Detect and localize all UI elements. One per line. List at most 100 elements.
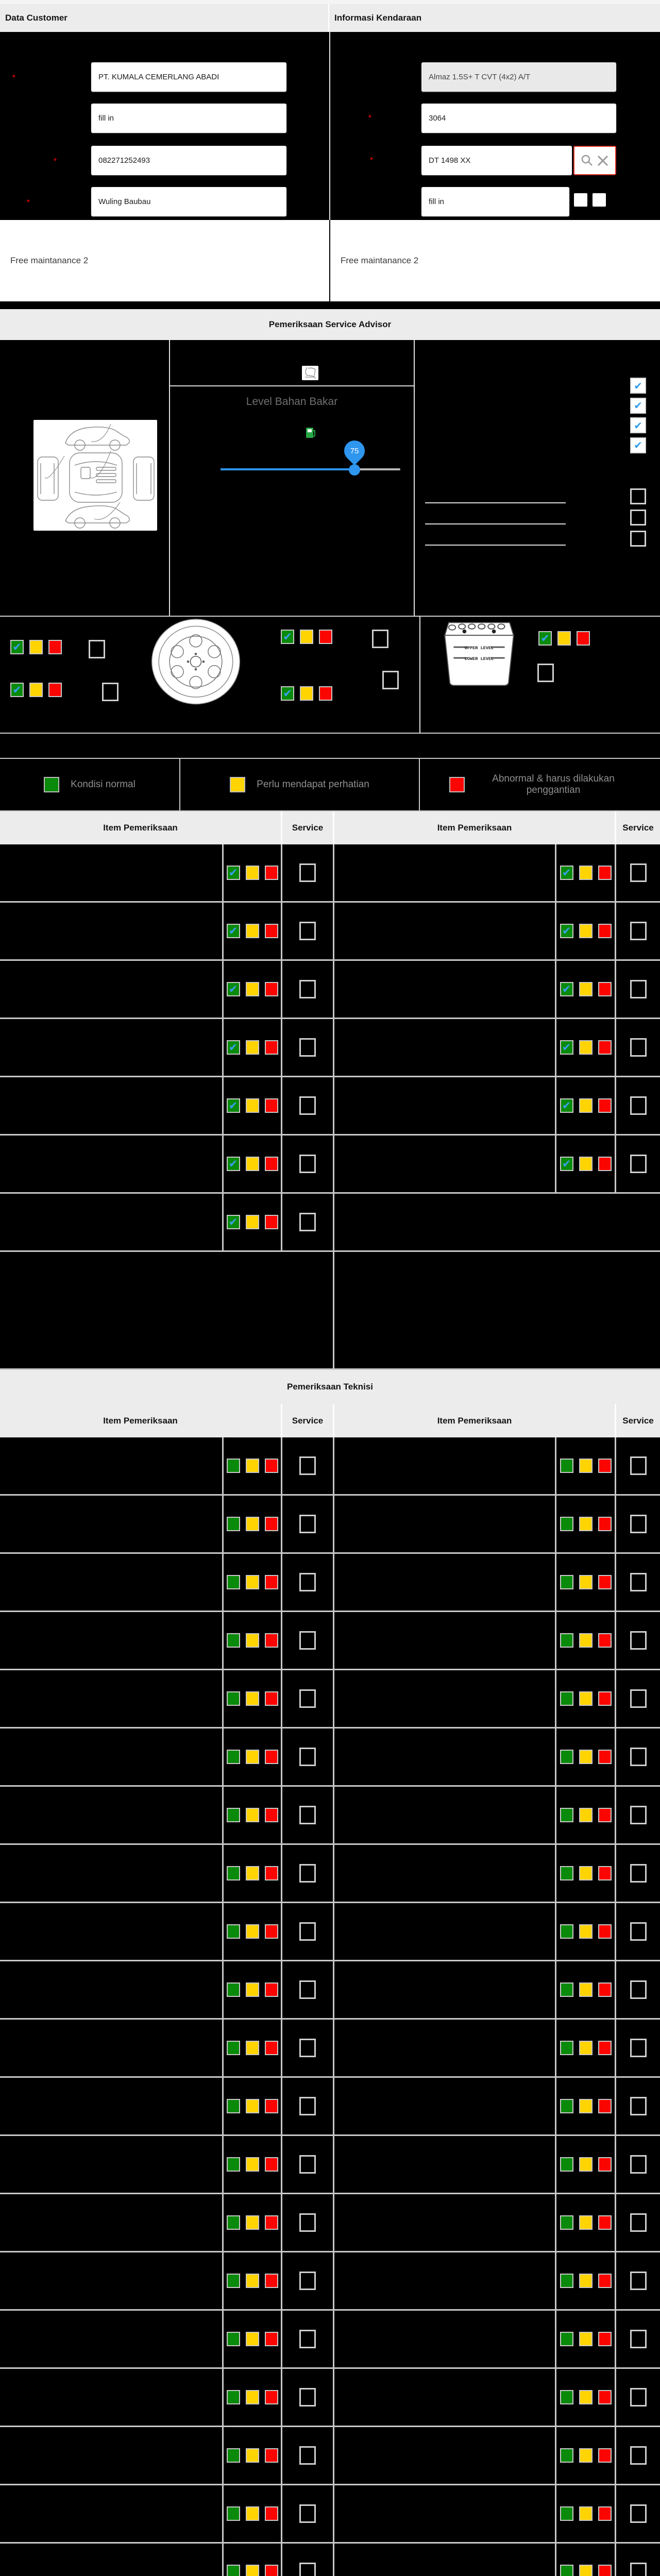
- indicator-group[interactable]: ✔: [226, 1040, 278, 1055]
- yellow-indicator[interactable]: [579, 2565, 593, 2576]
- service-checkbox[interactable]: [630, 1573, 647, 1591]
- green-indicator[interactable]: ✔: [560, 1098, 573, 1113]
- indicator-group[interactable]: [560, 1575, 612, 1589]
- yellow-indicator[interactable]: [245, 1808, 259, 1822]
- yellow-indicator[interactable]: [579, 1866, 593, 1880]
- service-checkbox[interactable]: [630, 1689, 647, 1708]
- yellow-indicator[interactable]: [579, 1459, 593, 1473]
- yellow-indicator[interactable]: [245, 1866, 259, 1880]
- indicator-group[interactable]: ✔: [560, 982, 612, 996]
- green-indicator[interactable]: [226, 1866, 240, 1880]
- green-indicator[interactable]: ✔: [560, 1157, 573, 1171]
- indicator-group[interactable]: ✔: [10, 640, 62, 654]
- green-indicator[interactable]: [560, 2099, 573, 2113]
- yellow-indicator[interactable]: [245, 1098, 259, 1113]
- service-checkbox[interactable]: [630, 2388, 647, 2406]
- red-indicator[interactable]: [598, 1982, 612, 1997]
- green-indicator[interactable]: [226, 2157, 240, 2172]
- yellow-indicator[interactable]: [245, 2215, 259, 2230]
- green-indicator[interactable]: [560, 2332, 573, 2346]
- red-indicator[interactable]: [264, 1157, 278, 1171]
- green-indicator[interactable]: [226, 2099, 240, 2113]
- service-checkbox[interactable]: [299, 1573, 316, 1591]
- yellow-indicator[interactable]: [245, 1575, 259, 1589]
- advisor-checked-checkbox[interactable]: ✔: [630, 378, 646, 394]
- service-checkbox[interactable]: [630, 1631, 647, 1650]
- service-checkbox[interactable]: [382, 671, 399, 689]
- indicator-group[interactable]: [226, 1575, 278, 1589]
- green-indicator[interactable]: ✔: [560, 866, 573, 880]
- green-indicator[interactable]: ✔: [226, 866, 240, 880]
- service-checkbox[interactable]: [299, 1748, 316, 1766]
- yellow-indicator[interactable]: [245, 982, 259, 996]
- indicator-group[interactable]: [560, 2448, 612, 2463]
- indicator-group[interactable]: [226, 1517, 278, 1531]
- vehicle-extra-input[interactable]: fill in: [421, 187, 569, 216]
- service-checkbox[interactable]: [630, 2563, 647, 2576]
- service-checkbox[interactable]: [630, 2039, 647, 2057]
- yellow-indicator[interactable]: [245, 1040, 259, 1055]
- indicator-group[interactable]: [560, 1982, 612, 1997]
- service-checkbox[interactable]: [630, 1038, 647, 1057]
- green-indicator[interactable]: [226, 2215, 240, 2230]
- yellow-indicator[interactable]: [579, 2448, 593, 2463]
- yellow-indicator[interactable]: [579, 2274, 593, 2288]
- yellow-indicator[interactable]: [579, 2099, 593, 2113]
- red-indicator[interactable]: [264, 2332, 278, 2346]
- green-indicator[interactable]: [226, 1691, 240, 1706]
- green-indicator[interactable]: [560, 1633, 573, 1648]
- indicator-group[interactable]: [226, 2099, 278, 2113]
- red-indicator[interactable]: [598, 1459, 612, 1473]
- vehicle-odometer-input[interactable]: 3064: [421, 104, 616, 133]
- red-indicator[interactable]: [598, 1098, 612, 1113]
- yellow-indicator[interactable]: [579, 1575, 593, 1589]
- yellow-indicator[interactable]: [245, 1633, 259, 1648]
- red-indicator[interactable]: [598, 982, 612, 996]
- green-indicator[interactable]: [226, 1633, 240, 1648]
- red-indicator[interactable]: [598, 1691, 612, 1706]
- service-checkbox[interactable]: [299, 1806, 316, 1824]
- green-indicator[interactable]: ✔: [560, 924, 573, 938]
- green-indicator[interactable]: [226, 1459, 240, 1473]
- indicator-group[interactable]: ✔: [560, 924, 612, 938]
- yellow-indicator[interactable]: [29, 640, 43, 654]
- green-indicator[interactable]: ✔: [560, 982, 573, 996]
- red-indicator[interactable]: [48, 640, 62, 654]
- green-indicator[interactable]: ✔: [226, 924, 240, 938]
- advisor-checked-checkbox[interactable]: ✔: [630, 397, 646, 414]
- green-indicator[interactable]: [560, 1459, 573, 1473]
- customer-name-input[interactable]: PT. KUMALA CEMERLANG ABADI: [91, 62, 286, 92]
- small-square-button[interactable]: [593, 193, 606, 207]
- red-indicator[interactable]: [264, 1517, 278, 1531]
- green-indicator[interactable]: [226, 1750, 240, 1764]
- yellow-indicator[interactable]: [579, 1098, 593, 1113]
- red-indicator[interactable]: [48, 683, 62, 697]
- yellow-indicator[interactable]: [579, 1691, 593, 1706]
- green-indicator[interactable]: ✔: [226, 1157, 240, 1171]
- indicator-group[interactable]: [560, 2390, 612, 2404]
- indicator-group[interactable]: [560, 1808, 612, 1822]
- indicator-group[interactable]: [226, 1808, 278, 1822]
- indicator-group[interactable]: [226, 2448, 278, 2463]
- yellow-indicator[interactable]: [245, 2332, 259, 2346]
- service-checkbox[interactable]: [299, 1096, 316, 1115]
- red-indicator[interactable]: [598, 1633, 612, 1648]
- yellow-indicator[interactable]: [245, 1750, 259, 1764]
- green-indicator[interactable]: ✔: [226, 1098, 240, 1113]
- yellow-indicator[interactable]: [245, 1924, 259, 1939]
- service-checkbox[interactable]: [299, 922, 316, 940]
- green-indicator[interactable]: ✔: [226, 1040, 240, 1055]
- red-indicator[interactable]: [264, 1924, 278, 1939]
- indicator-group[interactable]: ✔: [560, 1098, 612, 1113]
- service-checkbox[interactable]: [299, 1631, 316, 1650]
- indicator-group[interactable]: [226, 1633, 278, 1648]
- indicator-group[interactable]: [226, 1691, 278, 1706]
- red-indicator[interactable]: [264, 1691, 278, 1706]
- indicator-group[interactable]: [226, 1459, 278, 1473]
- service-checkbox[interactable]: [299, 1922, 316, 1941]
- small-square-button[interactable]: [574, 193, 587, 207]
- indicator-group[interactable]: [560, 1750, 612, 1764]
- indicator-group[interactable]: [226, 1866, 278, 1880]
- red-indicator[interactable]: [264, 1459, 278, 1473]
- customer-address-input[interactable]: fill in: [91, 104, 286, 133]
